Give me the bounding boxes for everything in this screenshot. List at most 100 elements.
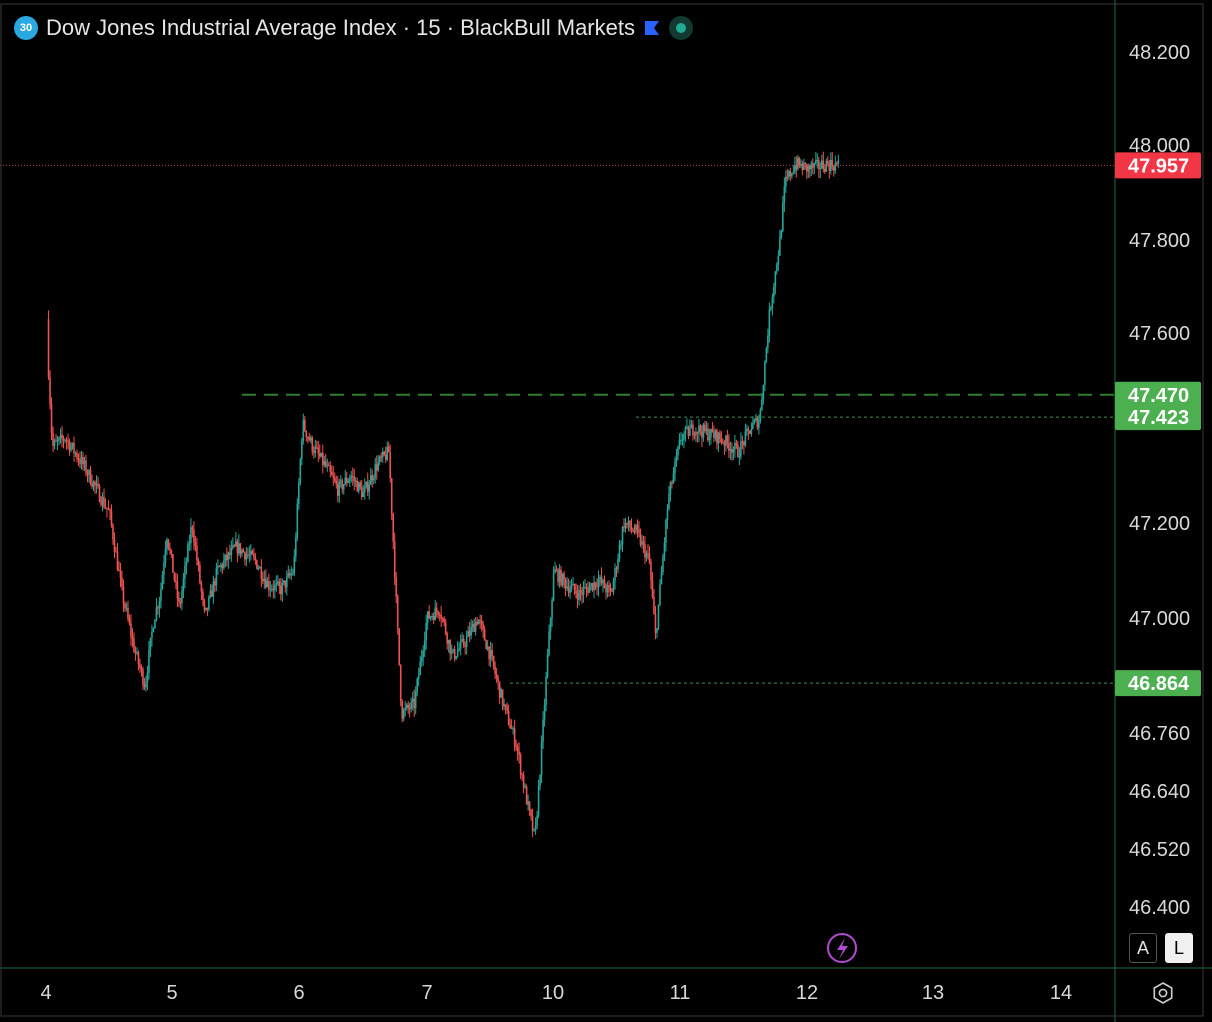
- candle-body: [149, 637, 152, 650]
- candle-body: [689, 428, 691, 436]
- candle-body: [524, 786, 526, 788]
- candle-body: [55, 440, 57, 442]
- candle-body: [88, 469, 90, 475]
- candle-body: [627, 520, 630, 525]
- candle-body: [836, 163, 838, 165]
- candle-body: [76, 452, 78, 459]
- candle-body: [428, 611, 430, 619]
- candle-body: [777, 255, 780, 265]
- candle-body: [540, 741, 543, 776]
- settings-gear-icon[interactable]: [1150, 980, 1176, 1006]
- symbol-badge[interactable]: 30: [14, 16, 38, 40]
- candle-body: [296, 503, 299, 539]
- candle-body: [173, 572, 176, 581]
- candle-body: [767, 335, 769, 349]
- candle-body: [821, 160, 823, 169]
- candle-body: [71, 442, 74, 447]
- candle-body: [308, 437, 311, 441]
- candle-body: [492, 656, 495, 667]
- candle-body: [426, 611, 429, 623]
- candle-body: [765, 348, 768, 362]
- y-tick-46.640: 46.640: [1129, 781, 1190, 803]
- candle-body: [456, 650, 459, 657]
- market-status-icon[interactable]: [668, 16, 693, 40]
- log-scale-button[interactable]: L: [1165, 933, 1193, 963]
- candle-body: [518, 751, 520, 756]
- candle-body: [318, 453, 321, 457]
- candle-body: [759, 409, 762, 422]
- candle-body: [444, 622, 447, 634]
- candle-body: [686, 426, 688, 428]
- candle-body: [289, 573, 291, 576]
- candle-body: [470, 627, 472, 636]
- candle-body: [127, 607, 129, 619]
- candle-body: [49, 377, 51, 405]
- price-tag-label-47.423: 47.423: [1128, 407, 1189, 429]
- auto-scale-button[interactable]: A: [1129, 933, 1157, 963]
- chart-title[interactable]: Dow Jones Industrial Average Index · 15 …: [46, 15, 635, 40]
- candle-body: [578, 590, 580, 600]
- candle-body: [131, 636, 134, 639]
- candle-body: [218, 566, 221, 568]
- candle-body: [671, 482, 673, 484]
- candle-body: [515, 745, 517, 748]
- candle-body: [419, 661, 421, 676]
- candle-body: [525, 786, 528, 805]
- candle-body: [299, 459, 302, 484]
- candle-body: [305, 430, 308, 437]
- candle-body: [498, 681, 501, 698]
- flag-icon[interactable]: [643, 19, 661, 37]
- candle-body: [494, 666, 496, 675]
- candle-body: [420, 656, 423, 662]
- candle-body: [323, 461, 326, 465]
- candle-body: [320, 452, 323, 457]
- candle-body: [776, 264, 778, 272]
- candle-body: [542, 719, 544, 742]
- candle-body: [363, 487, 366, 493]
- candle-body: [764, 361, 766, 385]
- candle-body: [124, 603, 126, 609]
- x-tick-5: 5: [166, 982, 177, 1004]
- candle-body: [425, 622, 427, 641]
- candle-body: [473, 623, 475, 632]
- candle-body: [281, 582, 284, 595]
- x-tick-12: 12: [796, 982, 818, 1004]
- candle-body: [200, 582, 203, 592]
- candle-body: [704, 424, 706, 432]
- candles-layer: [47, 151, 840, 837]
- candle-body: [259, 567, 261, 569]
- candle-body: [714, 430, 717, 438]
- candle-body: [348, 478, 351, 481]
- candle-body: [699, 425, 702, 433]
- candle-body: [329, 465, 332, 472]
- candle-body: [467, 631, 469, 637]
- candle-body: [717, 432, 720, 444]
- candle-body: [155, 607, 158, 620]
- candle-body: [818, 159, 820, 169]
- candle-body: [804, 162, 807, 164]
- chart-header: 30 Dow Jones Industrial Average Index · …: [14, 12, 693, 44]
- candle-body: [791, 173, 793, 177]
- candle-body: [513, 728, 516, 746]
- candle-body: [534, 825, 537, 829]
- candle-body: [495, 674, 498, 679]
- candle-body: [139, 664, 141, 668]
- candle-body: [797, 158, 799, 170]
- candle-body: [812, 163, 814, 168]
- candle-body: [809, 165, 811, 170]
- candle-body: [810, 163, 813, 170]
- lightning-icon: [827, 933, 857, 963]
- candle-body: [110, 510, 113, 526]
- candle-body: [107, 508, 110, 510]
- x-tick-4: 4: [40, 982, 51, 1004]
- candle-body: [326, 465, 329, 467]
- candle-body: [779, 237, 781, 256]
- candle-body: [199, 565, 201, 583]
- candle-body: [342, 484, 345, 490]
- candle-body: [770, 307, 772, 310]
- candle-body: [824, 168, 826, 172]
- candle-body: [82, 456, 84, 465]
- candle-body: [605, 588, 607, 593]
- candle-body: [260, 567, 263, 579]
